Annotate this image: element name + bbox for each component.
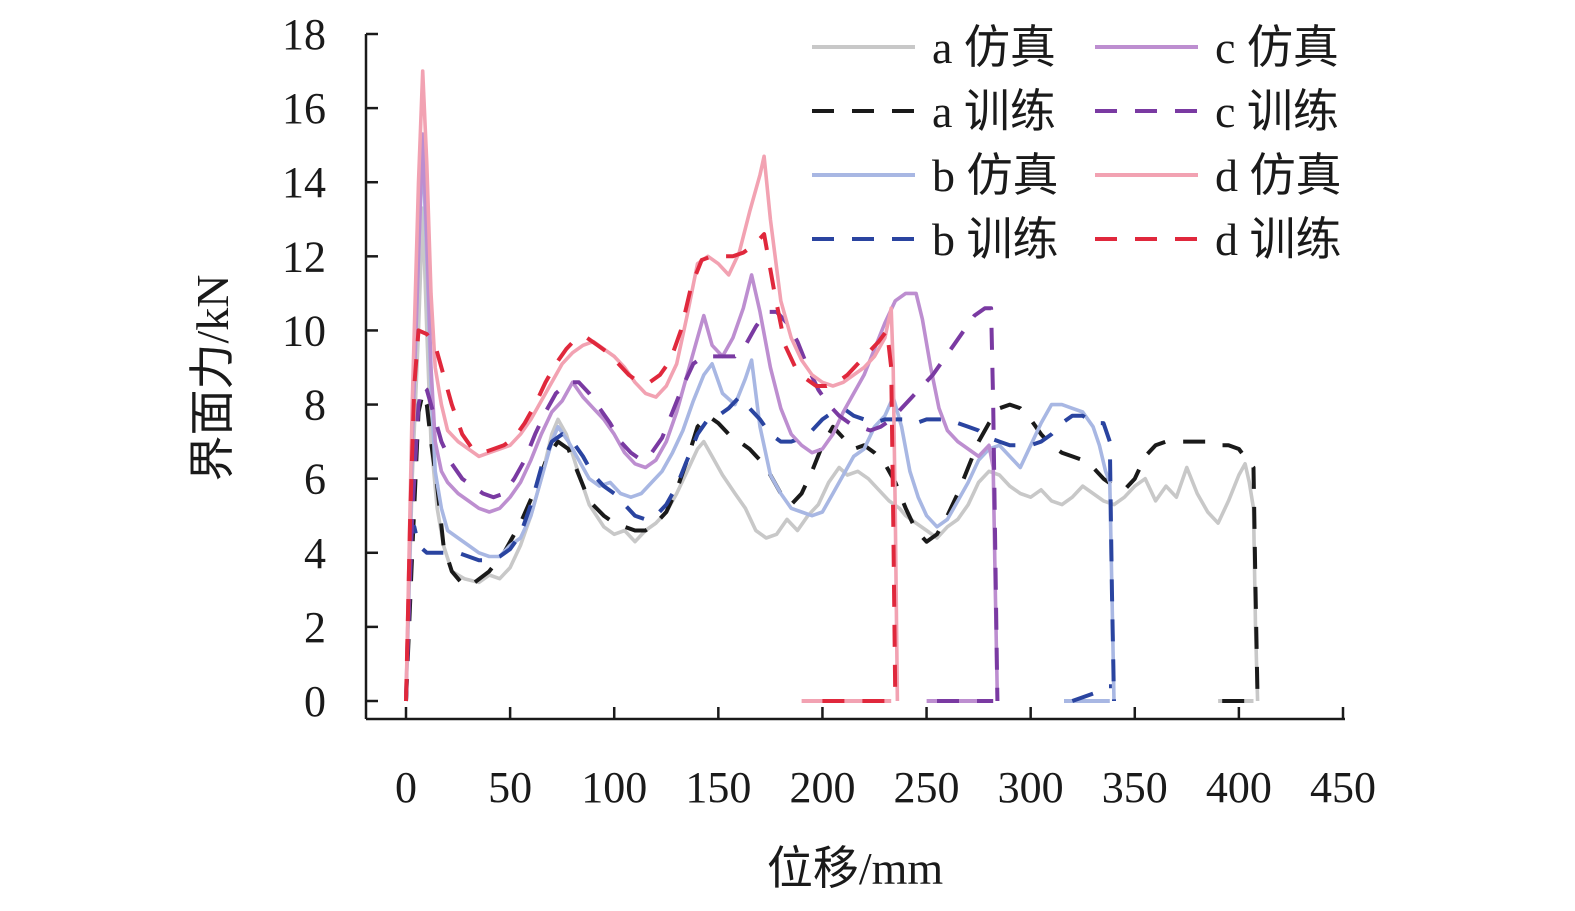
series-c-训练-line: [404, 306, 1000, 702]
y-tick-label: 16: [282, 84, 326, 133]
y-tick-label: 12: [282, 232, 326, 281]
series-b-仿真-line: [404, 143, 1116, 702]
legend-label: c 训练: [1215, 86, 1339, 137]
x-tick-label: 0: [395, 763, 417, 812]
x-tick-label: 350: [1102, 763, 1168, 812]
legend-label: a 仿真: [932, 22, 1056, 73]
x-tick-label: 300: [998, 763, 1064, 812]
y-tick-label: 4: [304, 529, 326, 578]
y-tick-label: 2: [304, 603, 326, 652]
legend-label: d 训练: [1215, 214, 1342, 265]
x-tick-label: 200: [789, 763, 855, 812]
series-d-训练-line: [404, 232, 898, 702]
x-tick-label: 50: [488, 763, 532, 812]
legend-label: c 仿真: [1215, 22, 1339, 73]
y-tick-label: 6: [304, 455, 326, 504]
series-c-仿真-line: [404, 132, 1000, 702]
x-tick-label: 100: [581, 763, 647, 812]
y-tick-label: 18: [282, 10, 326, 59]
series-d-仿真-line: [404, 69, 900, 702]
series-b-训练-line: [404, 395, 1116, 702]
legend-label: b 训练: [932, 214, 1059, 265]
y-tick-label: 0: [304, 677, 326, 726]
legend-label: a 训练: [932, 86, 1056, 137]
x-tick-label: 150: [685, 763, 751, 812]
legend-label: b 仿真: [932, 150, 1059, 201]
y-tick-label: 8: [304, 381, 326, 430]
series-b-训练-baseline: [1071, 684, 1112, 703]
x-tick-label: 250: [894, 763, 960, 812]
x-axis-title: 位移/mm: [767, 843, 944, 894]
series-a-训练-line: [404, 391, 1260, 702]
x-tick-label: 400: [1206, 763, 1272, 812]
y-tick-label: 14: [282, 158, 326, 207]
legend-label: d 仿真: [1215, 150, 1342, 201]
x-tick-label: 450: [1310, 763, 1376, 812]
axes: 0 2 4 6 8 10 12 14 16 18 0 50 100 150 200 250 300 350 400 4…: [282, 10, 1376, 812]
series-layer: [404, 69, 1260, 703]
legend: a 仿真 a 训练 b 仿真 b 训练 c 仿真 c 训练 d 仿真 d 训练: [812, 22, 1342, 265]
y-axis-title: 界面力/kN: [187, 275, 238, 482]
y-tick-label: 10: [282, 306, 326, 355]
